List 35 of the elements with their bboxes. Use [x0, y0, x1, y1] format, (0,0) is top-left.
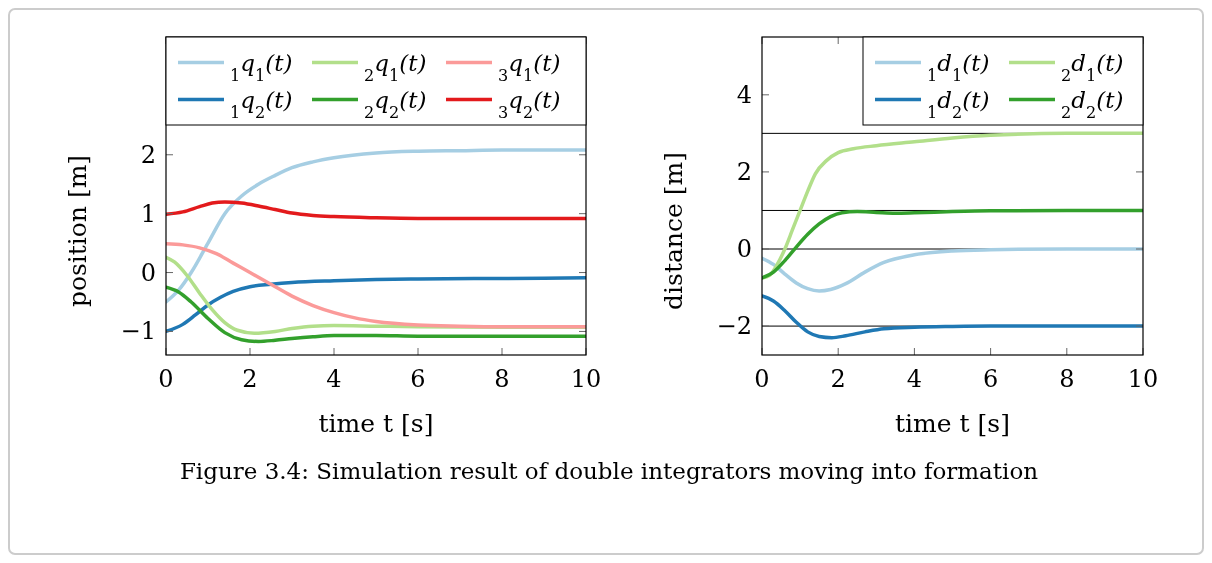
- legend-label: $_{3}$q$_{2}$(t): [498, 86, 561, 121]
- x-tick-label: 6: [410, 365, 426, 393]
- x-tick-label: 8: [1059, 365, 1075, 393]
- legend-label: $_{1}$d$_{2}$(t): [927, 86, 990, 121]
- x-tick-label: 2: [242, 365, 258, 393]
- legend-label: $_{1}$q$_{2}$(t): [230, 86, 293, 121]
- y-tick-label: −1: [120, 317, 156, 346]
- y-tick-label: 1: [140, 199, 156, 228]
- legend-label: $_{2}$d$_{1}$(t): [1061, 49, 1124, 84]
- y-tick-label: 2: [736, 157, 752, 186]
- x-tick-label: 2: [830, 365, 846, 393]
- y-tick-label: 4: [736, 80, 752, 109]
- legend-label: $_{1}$d$_{1}$(t): [927, 49, 990, 84]
- x-axis-title: time t [s]: [895, 409, 1010, 438]
- y-tick-label: 0: [140, 258, 156, 287]
- y-tick-label: −2: [716, 312, 752, 341]
- x-tick-label: 6: [982, 365, 999, 393]
- y-axis-title: position [m]: [63, 154, 92, 308]
- x-tick-label: 10: [570, 365, 602, 393]
- x-axis-title: time t [s]: [318, 409, 434, 438]
- x-tick-label: 0: [754, 365, 770, 393]
- legend-label: $_{1}$q$_{1}$(t): [230, 49, 293, 84]
- x-tick-label: 4: [326, 365, 342, 393]
- y-tick-label: 0: [736, 235, 752, 263]
- legend-label: $_{3}$q$_{1}$(t): [498, 49, 561, 84]
- y-tick-label: 2: [140, 140, 156, 169]
- legend-label: $_{2}$d$_{2}$(t): [1061, 86, 1124, 121]
- x-tick-label: 4: [906, 365, 923, 393]
- x-tick-label: 10: [1127, 365, 1159, 393]
- legend-label: $_{2}$q$_{1}$(t): [364, 49, 427, 84]
- x-tick-label: 8: [494, 365, 510, 393]
- legend-label: $_{2}$q$_{2}$(t): [364, 86, 427, 121]
- x-tick-label: 0: [158, 365, 174, 393]
- caption: Figure 3.4: Simulation result of double integrators moving into formation: [179, 458, 1039, 484]
- y-axis-title: distance [m]: [659, 152, 688, 310]
